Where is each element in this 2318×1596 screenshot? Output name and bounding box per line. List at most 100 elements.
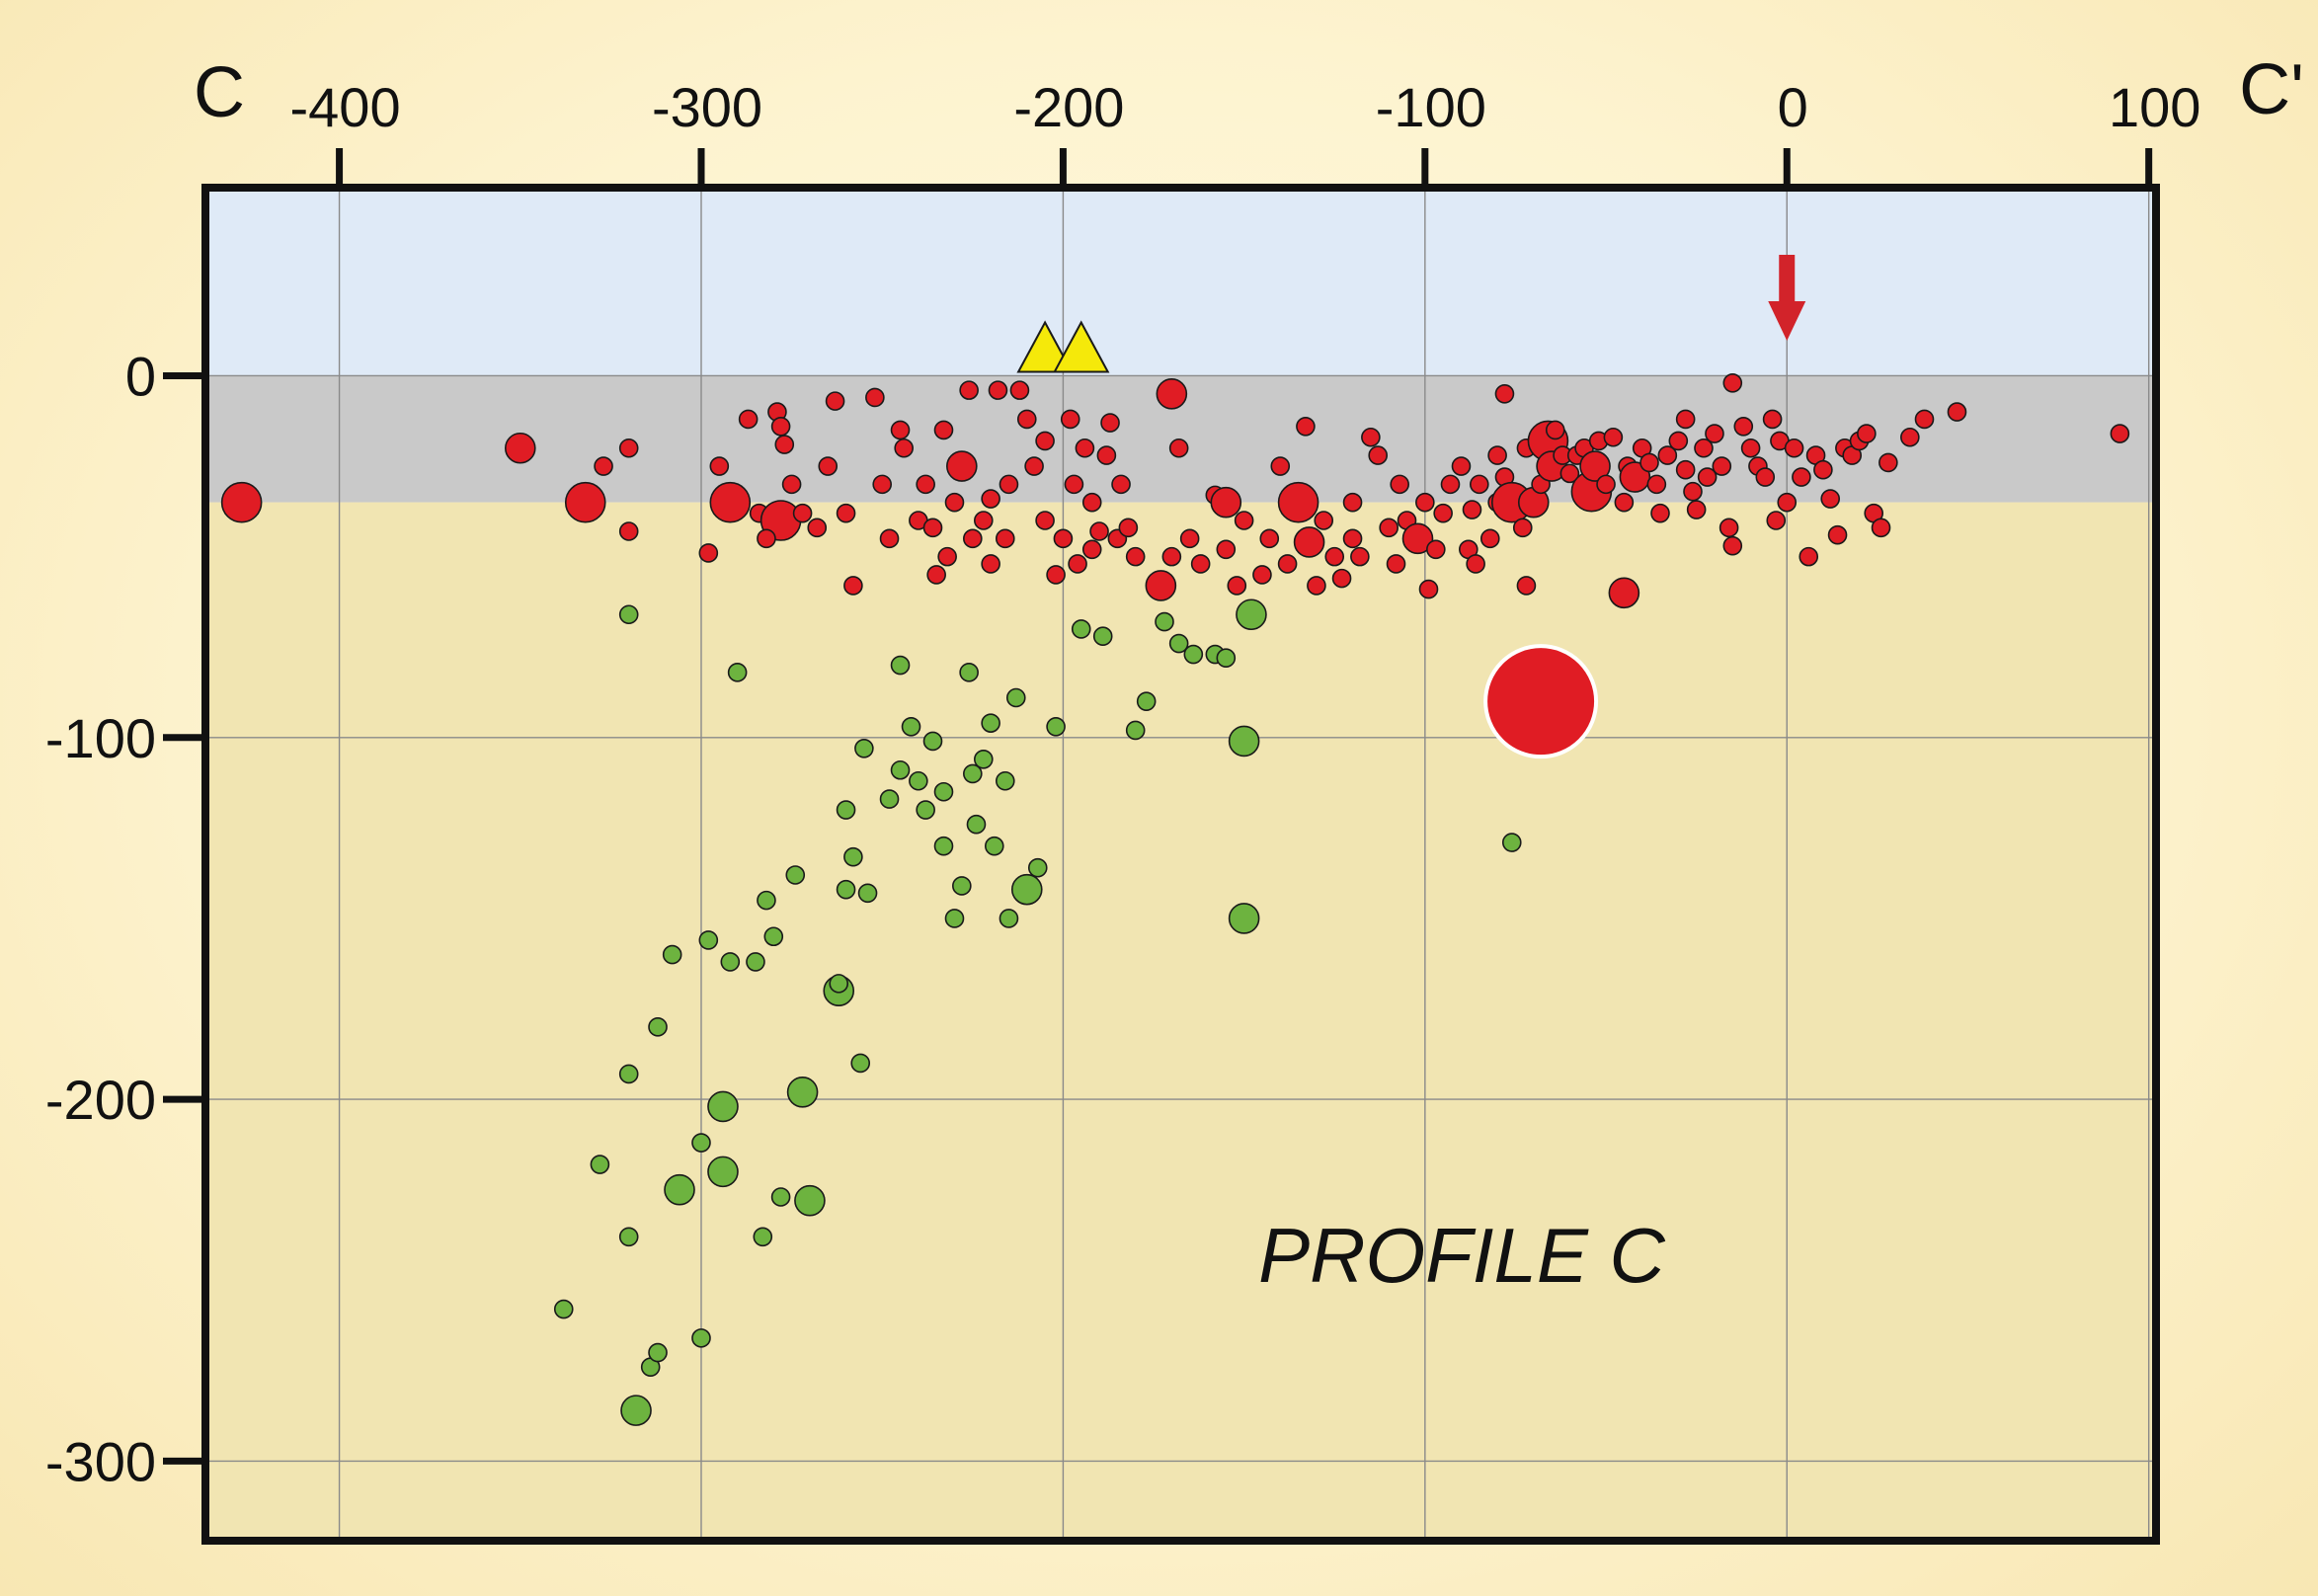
y-tick-label: -300 [45,1430,156,1492]
surface-markers [1016,255,1806,373]
red-data-point [1512,518,1533,538]
green-data-point [854,738,874,758]
y-tick-label: 0 [125,345,156,407]
red-data-point [1722,373,1743,393]
red-data-point [1766,511,1787,530]
x-tick-label: -200 [1013,76,1124,138]
red-data-point [1619,461,1651,493]
green-data-point [901,717,921,737]
y-tick-label: -200 [45,1069,156,1131]
red-data-point [1469,474,1489,495]
green-data-point [648,1017,668,1037]
red-data-point [1579,450,1611,482]
red-data-point [1035,431,1055,451]
plot-frame [201,184,2160,1545]
green-data-point [850,1053,871,1074]
red-data-point [1451,456,1472,476]
red-data-point [1035,511,1055,530]
red-data-point [1740,438,1761,458]
red-data-point [1046,565,1066,585]
red-data-point [1827,524,1848,545]
green-data-point [618,1227,639,1247]
red-data-point [1947,402,1967,422]
red-data-point [1296,416,1316,437]
red-data-point [988,380,1008,400]
green-data-point [707,1090,739,1123]
red-data-point [1871,518,1891,538]
red-data-point [1210,486,1242,519]
green-data-point [618,604,639,625]
x-tick-label: 100 [2109,76,2200,138]
red-data-point [1483,644,1599,759]
red-data-point [1762,409,1783,430]
red-data-point [1125,546,1146,567]
red-data-point [1216,539,1237,560]
red-data-point [937,546,957,567]
red-data-point [1259,528,1280,549]
green-data-point [691,1133,711,1153]
red-data-point [981,554,1000,574]
red-data-point [1060,409,1080,430]
depth-band [205,188,2156,376]
red-data-point [1096,445,1117,465]
red-data-point [1675,409,1696,430]
green-data-point [1005,687,1026,708]
red-data-point [1179,528,1200,549]
red-data-point [872,474,893,495]
red-data-point [1075,438,1095,458]
red-data-point [1190,554,1211,574]
red-data-point [1361,427,1381,447]
green-data-point [966,814,987,835]
green-data-point [1228,725,1260,758]
green-data-point [952,876,972,896]
green-data-point [553,1299,574,1319]
red-data-point [792,503,813,523]
red-data-point [1118,518,1139,538]
green-data-point [1010,873,1043,906]
red-data-point [1342,492,1363,513]
red-data-point [1368,445,1388,465]
red-data-point [618,521,639,541]
green-data-point [909,770,928,791]
red-data-point [879,528,900,549]
green-data-point [974,749,994,769]
red-data-point [1516,576,1537,596]
red-data-point [1068,554,1087,574]
red-data-point [1081,492,1102,513]
red-data-point [564,481,606,523]
red-data-point [1596,474,1616,495]
end-label-right: C' [2239,50,2304,129]
depth-band [205,502,2156,1542]
red-data-point [1401,522,1434,555]
red-data-point [1705,424,1724,443]
y-axis-ticks: 0 -100 -200 -300 [45,345,205,1492]
red-data-point [836,503,856,523]
green-data-point [836,800,856,820]
red-data-point [995,528,1015,549]
red-data-point [1418,579,1439,599]
red-data-point [1697,467,1718,487]
green-data-point [1092,626,1113,647]
red-data-point [1798,546,1819,567]
green-data-point [770,1187,791,1207]
red-data-point [1712,456,1732,476]
green-data-point [1216,648,1237,669]
red-data-point [890,420,911,440]
green-data-point [1228,903,1260,934]
x-tick-label: -100 [1376,76,1486,138]
red-data-point [981,489,1000,509]
red-data-point [1608,577,1640,609]
green-data-point [1155,611,1174,632]
red-data-point [1433,503,1453,523]
red-data-point [1639,452,1659,473]
green-data-point [727,663,748,682]
red-data-point [1545,420,1565,440]
green-data-point [753,1227,773,1247]
green-data-point [829,974,849,994]
red-data-point [1487,445,1507,465]
y-tick-label: -100 [45,707,156,769]
red-data-point [1668,431,1689,451]
red-data-point [1227,576,1247,596]
red-data-point [1277,481,1319,523]
red-data-point [1694,438,1714,458]
